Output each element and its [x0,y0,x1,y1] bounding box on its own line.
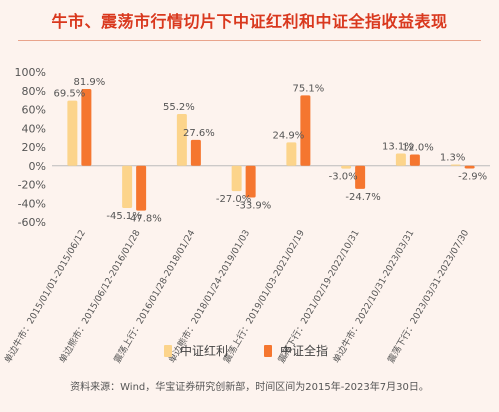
bar-series-b [190,139,201,166]
bar-series-b [409,154,420,166]
y-tick-label: 60% [22,104,46,117]
data-label: 12.0% [402,143,434,154]
data-labels: 69.5% -45.1% 55.2% -27.0% 24.9% -3.0% 13.1% 1.3… [53,77,487,225]
data-label: -3.0% [329,172,358,183]
legend: 中证红利 中证全指 [164,343,328,358]
bar-series-b [245,165,256,198]
bars [67,88,475,211]
bar-series-b [136,165,147,211]
bar-series-a [122,165,133,209]
y-tick-label: 20% [22,141,46,154]
data-label: -2.9% [458,171,487,182]
data-label: -45.1% [106,211,141,222]
y-tick-label: 80% [22,85,46,98]
y-tick-label: -40% [18,197,46,210]
bar-series-a [67,100,78,166]
bar-series-a [450,164,461,166]
data-label: -27.0% [216,194,251,205]
data-label: -33.9% [236,201,271,212]
legend-swatch [264,345,272,357]
chart-title: 牛市、震荡市行情切片下中证红利和中证全指收益表现 [51,12,448,31]
y-tick-label: -60% [18,216,46,229]
y-axis: 100% 80% 60% 40% 20% 0% -20% -40% -60% [15,66,490,229]
legend-swatch [164,345,172,357]
data-label: 55.2% [163,102,195,113]
bar-series-b [81,88,92,166]
bar-series-a [286,142,297,166]
data-label: 27.6% [183,128,215,139]
legend-label: 中证全指 [280,343,328,358]
data-label: -47.8% [126,214,161,225]
bar-series-b [464,165,475,169]
y-tick-label: 0% [29,160,46,173]
bar-series-a [395,153,406,166]
data-label: -24.7% [345,192,380,203]
bar-series-a [231,165,242,192]
legend-label: 中证红利 [180,343,228,358]
bar-series-a [341,165,352,169]
data-label: 24.9% [272,130,304,141]
bar-series-b [300,95,311,166]
data-label: 75.1% [292,83,324,94]
y-tick-label: -20% [18,179,46,192]
x-axis: 单边牛市：2015/01/01-2015/06/12单边熊市：2015/06/1… [2,227,472,365]
data-label: 1.3% [440,153,465,164]
data-label: 69.5% [53,89,85,100]
y-tick-label: 40% [22,122,46,135]
data-label: 13.1% [382,141,414,152]
y-tick-label: 100% [15,66,46,79]
data-label: 81.9% [73,77,105,88]
title-divider [18,40,481,41]
source-note: 资料来源：Wind，华宝证券研究创新部，时间区间为2015年-2023年7月30… [70,382,429,393]
bar-series-a [176,114,187,166]
bar-series-b [355,165,366,189]
